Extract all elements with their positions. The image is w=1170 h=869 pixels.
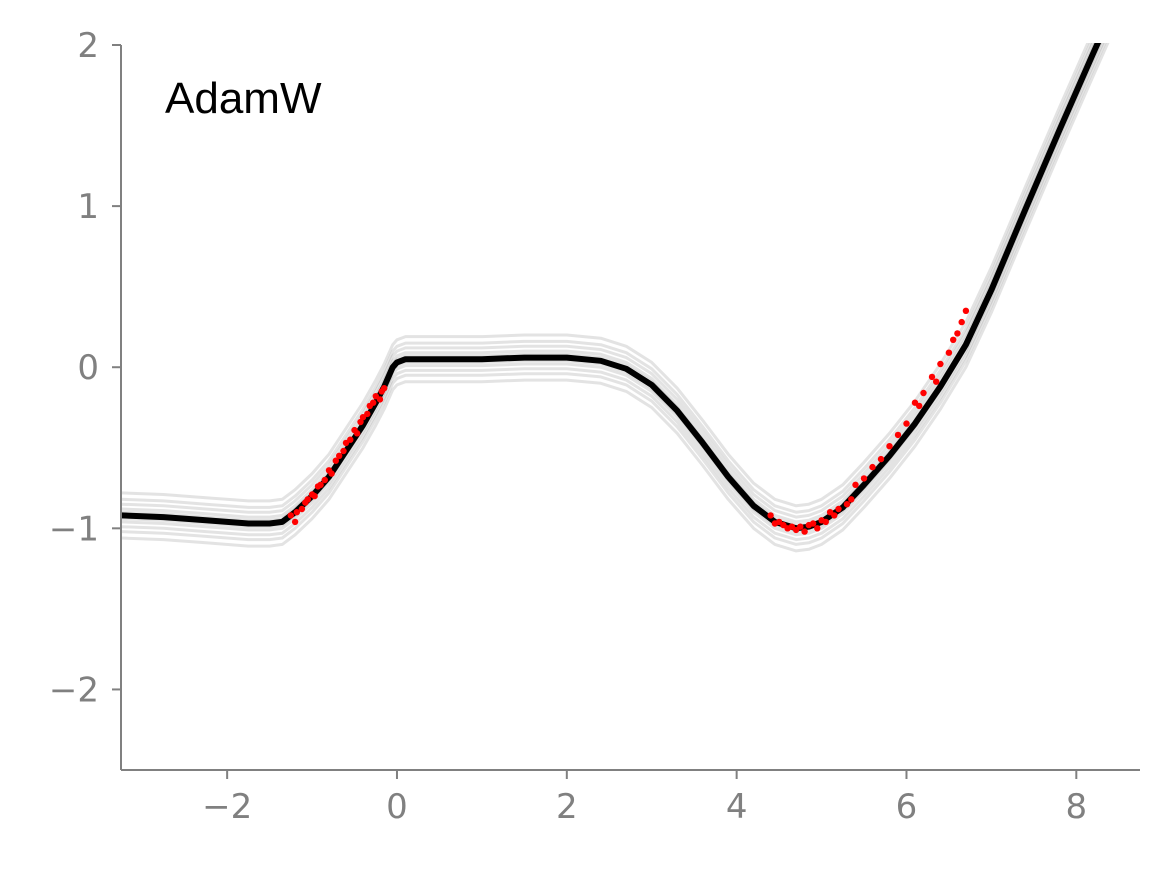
x-tick-label: 4 <box>726 787 748 827</box>
data-point <box>916 402 923 410</box>
data-point <box>332 457 339 464</box>
x-tick-label: 6 <box>896 787 918 827</box>
data-point <box>304 496 311 503</box>
sample-line <box>121 43 1103 537</box>
data-point <box>340 447 347 455</box>
data-point <box>848 496 855 503</box>
data-point <box>822 518 829 526</box>
x-tick-label: 8 <box>1065 787 1087 827</box>
y-tick-label: 1 <box>77 187 99 227</box>
x-tick-label: 0 <box>386 787 408 827</box>
data-point <box>894 431 902 439</box>
data-point <box>797 523 804 530</box>
sample-line <box>121 43 1110 553</box>
data-point <box>958 318 965 326</box>
data-point <box>869 463 876 471</box>
data-point <box>298 505 306 513</box>
sample-line <box>121 43 1093 514</box>
data-points <box>287 307 970 535</box>
data-point <box>364 410 371 418</box>
data-point <box>814 525 821 532</box>
y-tick-label: 2 <box>77 26 99 66</box>
data-point <box>835 505 842 513</box>
sample-line <box>121 43 1090 508</box>
data-point <box>336 452 343 459</box>
data-point <box>291 518 299 526</box>
y-tick-label: −1 <box>49 509 99 549</box>
data-point <box>347 436 354 443</box>
x-tick-label: −2 <box>202 787 252 827</box>
data-point <box>903 420 910 427</box>
data-point <box>353 430 361 437</box>
data-point <box>328 470 335 477</box>
data-point <box>877 455 885 463</box>
data-point <box>937 360 944 368</box>
data-point <box>852 481 859 488</box>
data-point <box>860 475 868 482</box>
data-point <box>954 330 961 337</box>
data-point <box>945 349 953 356</box>
sample-line <box>121 43 1105 542</box>
data-point <box>920 389 927 397</box>
data-point <box>831 512 838 519</box>
data-point <box>962 307 970 314</box>
data-point <box>801 528 808 535</box>
data-point <box>928 373 936 381</box>
data-point <box>809 520 817 527</box>
optimizer-label: AdamW <box>165 74 322 123</box>
data-point <box>293 509 300 516</box>
data-point <box>843 501 851 508</box>
data-point <box>376 396 384 403</box>
data-point <box>321 476 328 484</box>
data-point <box>317 481 324 488</box>
data-point <box>933 378 940 385</box>
data-point <box>886 443 893 450</box>
data-point <box>311 492 318 500</box>
data-point <box>287 512 294 519</box>
data-point <box>357 418 364 426</box>
axes: −2 0 2 4 6 8 −2 −1 0 1 2 <box>49 26 1140 827</box>
data-point <box>950 336 957 343</box>
y-tick-label: −2 <box>49 670 99 710</box>
data-point <box>370 399 377 406</box>
data-point <box>767 512 774 519</box>
sample-line <box>121 43 1107 546</box>
y-tick-label: 0 <box>77 348 99 388</box>
sample-line <box>121 43 1097 524</box>
x-tick-label: 2 <box>556 787 578 827</box>
data-point <box>381 385 388 392</box>
